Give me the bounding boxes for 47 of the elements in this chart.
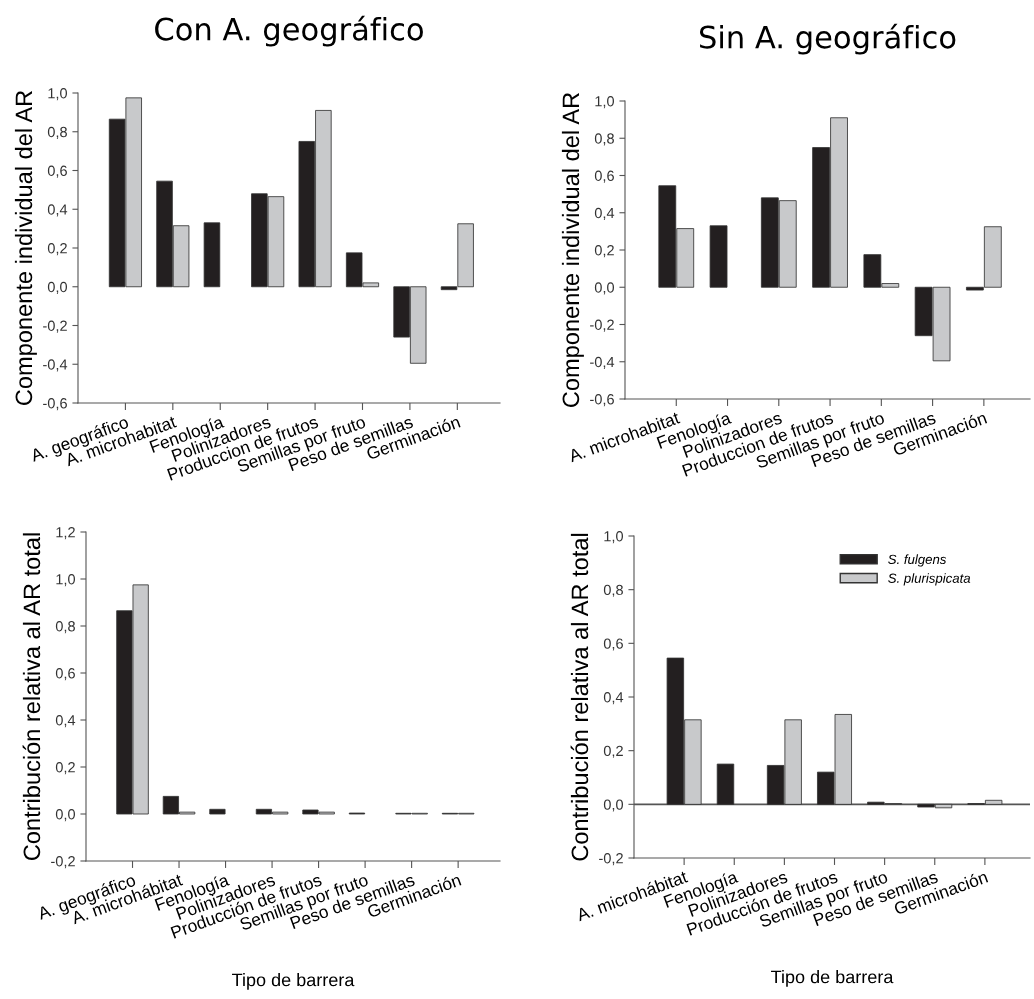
y-tick-label: 0,6 [603,638,623,651]
y-tick-label: 0,6 [594,170,614,183]
y-tick-label: 0,0 [594,282,615,295]
y-tick-label: 1,0 [56,574,76,587]
y-tick-label: 0,2 [47,243,67,256]
y-tick-label: 0,4 [594,207,615,220]
y-tick-label: 0,8 [55,621,75,634]
x-axis-title: Tipo de barrera [771,970,894,987]
y-tick-label: 0,6 [47,165,67,178]
y-tick-label: 1,2 [56,527,75,540]
y-tick-label: 0,0 [603,799,624,812]
y-tick-label: 0,2 [603,745,623,758]
legend-label: S. plurispicata [888,573,971,586]
chart-title: Con A. geográfico [155,15,423,47]
y-tick-label: -0,2 [599,853,623,866]
bar [203,222,221,288]
x-axis-title: Tipo de barrera [232,973,355,990]
y-tick-label: 0,4 [47,204,68,217]
y-tick-label: 1,0 [48,88,68,101]
y-tick-label: -0,6 [590,394,614,407]
bar [709,225,728,288]
y-tick-label: 0,4 [603,692,624,705]
y-tick-label: -0,2 [51,856,75,869]
bar [716,763,735,805]
y-axis-title: Contribución relativa al AR total [570,533,589,861]
bar [209,808,226,815]
y-tick-label: 0,0 [47,281,68,294]
legend-label: S. fulgens [888,554,947,567]
y-tick-label: -0,2 [43,320,67,333]
y-axis-title: Componente individual del AR [14,90,37,405]
y-tick-label: 0,4 [55,715,76,728]
y-tick-label: -0,2 [590,319,614,332]
y-tick-label: 0,8 [603,584,623,597]
y-tick-label: 1,0 [604,531,624,544]
y-tick-label: 0,2 [594,245,614,258]
y-tick-label: 0,0 [55,809,76,822]
y-axis-title: Contribución relativa al AR total [22,533,41,860]
y-tick-label: -0,4 [590,356,615,369]
chart-title: Sin A. geográfico [699,23,956,55]
y-tick-label: 0,6 [55,668,75,681]
y-tick-label: 0,8 [594,133,614,146]
y-tick-label: 1,0 [595,96,615,109]
y-tick-label: 0,2 [55,762,75,775]
y-axis-title: Componente individual del AR [561,92,584,407]
y-tick-label: -0,4 [43,359,68,372]
y-tick-label: 0,8 [47,126,67,139]
y-tick-label: -0,6 [43,398,67,411]
